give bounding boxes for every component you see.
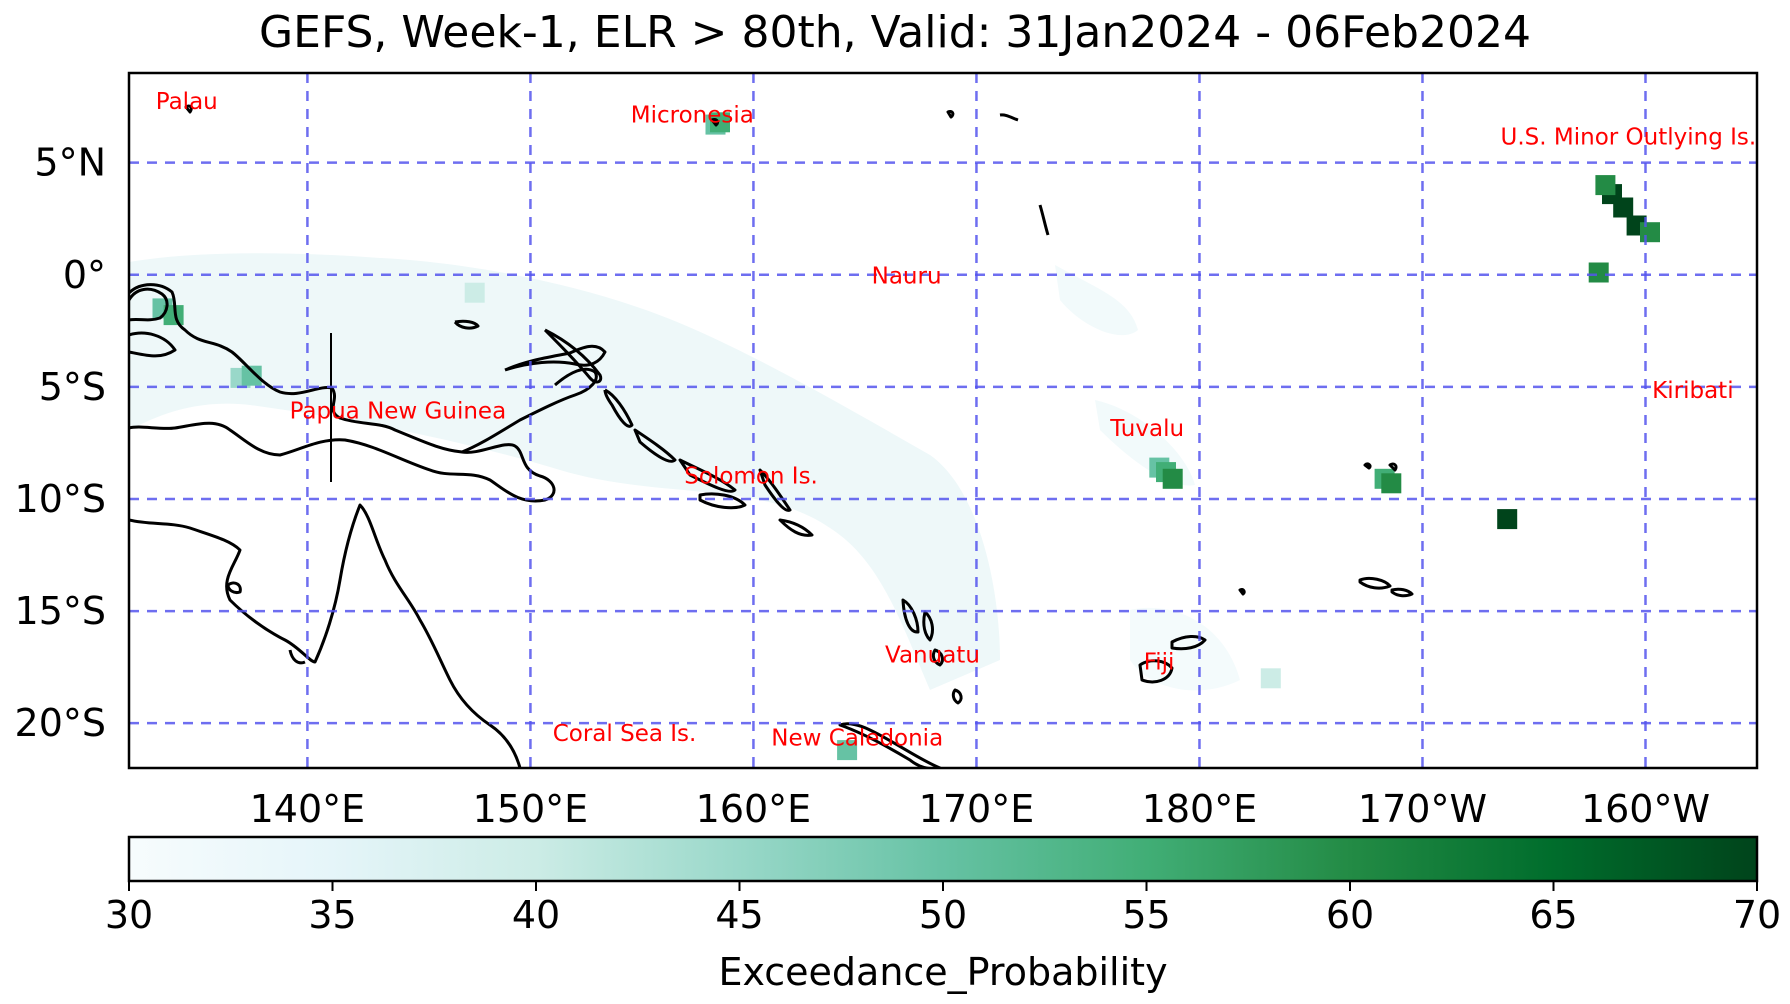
colorbar-tick-label: 55 xyxy=(1122,893,1170,937)
pohnpei-coast xyxy=(710,118,720,127)
papuan-peninsula-coast xyxy=(461,367,598,454)
colorbar-tick-label: 60 xyxy=(1326,893,1374,937)
lon-tick-label: 170°E xyxy=(919,787,1035,831)
probability-patch xyxy=(710,112,730,133)
region-label: Palau xyxy=(156,89,218,115)
region-label: Micronesia xyxy=(631,102,754,128)
region-label: Tuvalu xyxy=(1109,416,1184,442)
lat-tick-label: 20°S xyxy=(15,701,106,745)
probability-patch xyxy=(1640,222,1660,243)
samoa-coast xyxy=(1358,576,1392,590)
gulf-islands-1 xyxy=(226,581,242,594)
solomon-malaita xyxy=(758,468,792,512)
probability-patch xyxy=(1595,175,1616,196)
colorbar-tick-label: 65 xyxy=(1529,893,1577,937)
lon-tick-label: 160°E xyxy=(696,787,812,831)
lat-tick-label: 0° xyxy=(63,253,106,297)
probability-band xyxy=(129,253,1000,690)
new-caledonia-coast xyxy=(838,722,942,768)
colorbar-ticks: 30 35 40 45 50 55 60 65 70 xyxy=(105,881,1781,937)
lon-tick-label: 180°E xyxy=(1142,787,1258,831)
wallis-coast xyxy=(1363,462,1372,470)
probability-patch xyxy=(464,282,485,303)
region-label: Coral Sea Is. xyxy=(553,721,697,747)
lon-tick-label: 150°E xyxy=(473,787,589,831)
longitude-ticks: 140°E 150°E 160°E 170°E 180°E 170°W 160°W xyxy=(250,787,1710,831)
probability-patch xyxy=(1497,509,1518,530)
west-papua-coast xyxy=(129,287,169,322)
bougainville-coast xyxy=(603,388,634,428)
west-papua-inlet xyxy=(129,331,177,358)
marshall-coast xyxy=(999,113,1019,122)
probability-patch xyxy=(1381,473,1402,494)
region-label: U.S. Minor Outlying Is. xyxy=(1501,125,1757,151)
colorbar-tick-label: 40 xyxy=(512,893,560,937)
probability-band-east xyxy=(1055,265,1138,336)
region-label: Fiji xyxy=(1144,649,1175,675)
samoa-upolu xyxy=(1390,587,1414,598)
gilbert-coast xyxy=(1038,204,1050,236)
lat-tick-label: 5°N xyxy=(34,141,106,185)
tonga-coast xyxy=(1238,588,1246,596)
region-label: Nauru xyxy=(872,264,942,290)
solomon-guadalcanal xyxy=(698,492,747,510)
fiji-vanua-levu xyxy=(1170,635,1207,651)
colorbar xyxy=(127,835,1759,883)
solomon-choiseul xyxy=(633,428,677,463)
probability-patch xyxy=(1260,668,1281,689)
probability-patch xyxy=(837,740,858,761)
colorbar-tick-label: 45 xyxy=(715,893,763,937)
vanuatu-malekula xyxy=(922,610,934,642)
probability-patch xyxy=(1613,197,1634,218)
probability-patch xyxy=(241,365,262,386)
new-ireland-coast xyxy=(543,328,603,384)
figure-title: GEFS, Week-1, ELR > 80th, Valid: 31Jan20… xyxy=(259,7,1531,58)
probability-patch xyxy=(1162,468,1183,489)
australia-coast xyxy=(129,503,522,768)
lon-tick-label: 140°E xyxy=(250,787,366,831)
region-label: Papua New Guinea xyxy=(290,398,507,424)
region-label: Vanuatu xyxy=(885,643,980,669)
colorbar-tick-label: 30 xyxy=(105,893,153,937)
lat-tick-label: 15°S xyxy=(15,589,106,633)
region-label: Kiribati xyxy=(1652,378,1733,404)
colorbar-tick-label: 50 xyxy=(919,893,967,937)
new-britain-coast xyxy=(504,344,607,372)
solomon-makira xyxy=(778,518,814,537)
lon-tick-label: 170°W xyxy=(1358,787,1487,831)
solomon-isabel xyxy=(678,458,737,493)
coastlines xyxy=(129,104,1414,768)
vanuatu-tanna xyxy=(951,688,963,705)
probability-patch xyxy=(1588,262,1609,283)
graticule xyxy=(129,73,1757,768)
country-labels: Palau Micronesia U.S. Minor Outlying Is. Na… xyxy=(156,89,1756,752)
colorbar-label: Exceedance_Probability xyxy=(718,950,1167,994)
new-guinea-coast xyxy=(129,283,556,503)
kosrae-coast xyxy=(946,110,955,119)
lat-tick-label: 5°S xyxy=(39,365,106,409)
region-label: Solomon Is. xyxy=(684,463,818,489)
map-frame xyxy=(127,71,1759,770)
vanuatu-efate xyxy=(931,648,944,667)
lon-tick-label: 160°W xyxy=(1581,787,1710,831)
colorbar-tick-label: 35 xyxy=(308,893,356,937)
yap-coast xyxy=(184,104,193,114)
tokelau-coast xyxy=(1388,462,1398,472)
colorbar-tick-label: 70 xyxy=(1733,893,1781,937)
region-label: New Caledonia xyxy=(771,726,943,752)
fiji-viti-levu xyxy=(1138,659,1174,684)
latitude-ticks: 5°N 0° 5°S 10°S 15°S 20°S xyxy=(15,141,106,745)
manus-coast xyxy=(453,319,480,330)
lat-tick-label: 10°S xyxy=(15,477,106,521)
vanuatu-espiritu-santo xyxy=(901,598,920,634)
cape-york-west xyxy=(288,649,306,665)
probability-patches xyxy=(152,112,1660,761)
probability-patch xyxy=(163,305,184,326)
